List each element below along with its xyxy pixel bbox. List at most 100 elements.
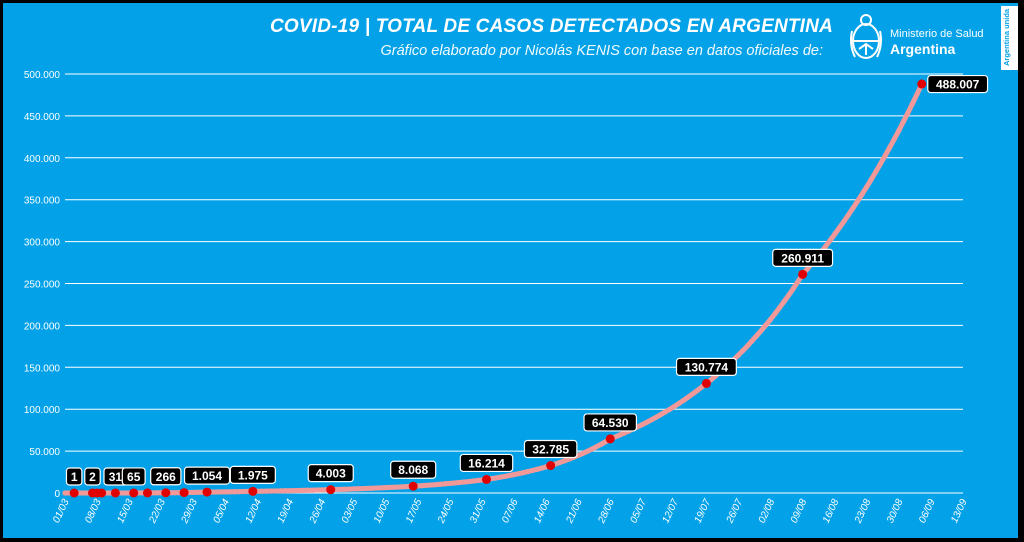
data-label-box <box>523 439 578 459</box>
daily-marker <box>767 316 774 322</box>
data-label-box <box>229 465 276 484</box>
daily-marker <box>222 489 228 495</box>
x-tick-label: 29/03 <box>179 497 200 526</box>
y-tick-label: 500.000 <box>24 70 61 81</box>
daily-marker <box>419 483 425 489</box>
daily-marker <box>662 409 668 415</box>
daily-marker <box>740 347 746 354</box>
daily-marker <box>841 218 847 225</box>
daily-marker <box>790 285 797 291</box>
daily-marker <box>314 487 320 493</box>
x-tick-label: 15/03 <box>115 497 136 525</box>
daily-marker <box>515 471 522 477</box>
y-tick-label: 300.000 <box>24 238 61 249</box>
daily-marker <box>520 470 526 476</box>
daily-marker <box>891 136 897 142</box>
daily-marker <box>341 486 348 492</box>
data-point <box>161 488 171 498</box>
daily-marker <box>355 486 361 492</box>
daily-marker <box>511 472 517 478</box>
y-tick-label: 350.000 <box>24 196 61 207</box>
daily-marker <box>873 168 879 175</box>
daily-marker <box>859 191 865 197</box>
daily-marker <box>845 212 852 218</box>
daily-marker <box>502 473 508 479</box>
daily-marker <box>529 467 535 474</box>
daily-marker <box>877 161 884 167</box>
daily-marker <box>749 338 755 344</box>
x-tick-label: 28/06 <box>596 497 617 526</box>
data-label-box <box>675 357 737 377</box>
daily-marker <box>910 100 916 106</box>
daily-marker <box>781 298 787 304</box>
data-label-box <box>459 453 514 473</box>
data-label: 16.214 <box>468 456 505 470</box>
daily-marker <box>506 472 513 479</box>
daily-marker <box>827 237 833 243</box>
x-tick-label: 21/06 <box>564 497 585 526</box>
data-point <box>179 488 189 498</box>
daily-marker <box>154 490 160 496</box>
daily-marker <box>735 352 742 358</box>
daily-marker <box>227 489 233 495</box>
daily-marker <box>694 387 700 394</box>
daily-marker <box>758 327 765 333</box>
data-point <box>482 474 492 484</box>
data-point <box>798 269 808 279</box>
data-label: 266 <box>156 470 176 484</box>
ministry-logo: Ministerio de Salud Argentina <box>846 11 986 71</box>
x-tick-label: 19/04 <box>276 497 297 525</box>
daily-marker <box>351 486 357 492</box>
y-tick-label: 50.000 <box>29 447 60 458</box>
x-tick-label: 12/07 <box>661 497 682 525</box>
daily-marker <box>561 458 567 464</box>
daily-marker <box>259 488 265 494</box>
daily-marker <box>360 485 366 492</box>
data-label-box <box>183 466 231 485</box>
daily-marker <box>832 231 838 237</box>
daily-marker <box>424 482 430 488</box>
daily-marker <box>236 489 242 495</box>
data-label: 4.003 <box>316 467 346 481</box>
data-point <box>69 488 79 498</box>
daily-marker <box>616 432 622 438</box>
daily-marker <box>378 485 384 491</box>
data-label: 64.530 <box>592 416 629 430</box>
daily-marker <box>882 153 888 159</box>
data-label: 1 <box>71 470 78 484</box>
daily-marker <box>465 478 471 485</box>
data-point <box>701 378 711 388</box>
chart-title: COVID-19 | TOTAL DE CASOS DETECTADOS EN … <box>270 16 833 37</box>
daily-marker <box>580 450 586 457</box>
daily-marker <box>680 397 687 403</box>
daily-marker <box>593 444 600 450</box>
ministry-name: Ministerio de Salud <box>890 28 984 40</box>
y-tick-label: 400.000 <box>24 154 61 165</box>
data-label: 32.785 <box>532 443 569 457</box>
daily-marker <box>644 419 650 425</box>
x-tick-label: 26/04 <box>307 497 328 526</box>
data-label: 31 <box>109 470 123 484</box>
data-label: 260.911 <box>781 251 824 265</box>
daily-marker <box>373 485 380 491</box>
daily-marker <box>685 394 691 400</box>
x-tick-label: 30/08 <box>885 497 906 525</box>
data-label: 8.068 <box>398 463 428 477</box>
daily-marker <box>172 490 178 496</box>
daily-marker <box>300 487 306 493</box>
data-point <box>248 486 258 496</box>
daily-marker <box>786 292 792 298</box>
daily-marker <box>868 176 874 182</box>
daily-marker <box>231 489 238 495</box>
side-badge: Argentina unida <box>1001 6 1018 70</box>
daily-marker <box>598 441 604 447</box>
data-label-box <box>390 460 437 479</box>
daily-marker <box>474 477 480 484</box>
y-tick-label: 150.000 <box>24 363 61 374</box>
daily-marker <box>447 480 453 487</box>
data-point <box>110 488 120 498</box>
x-tick-label: 02/08 <box>757 497 778 525</box>
x-tick-label: 17/05 <box>404 497 425 525</box>
daily-marker <box>461 479 467 485</box>
daily-marker <box>263 488 270 494</box>
